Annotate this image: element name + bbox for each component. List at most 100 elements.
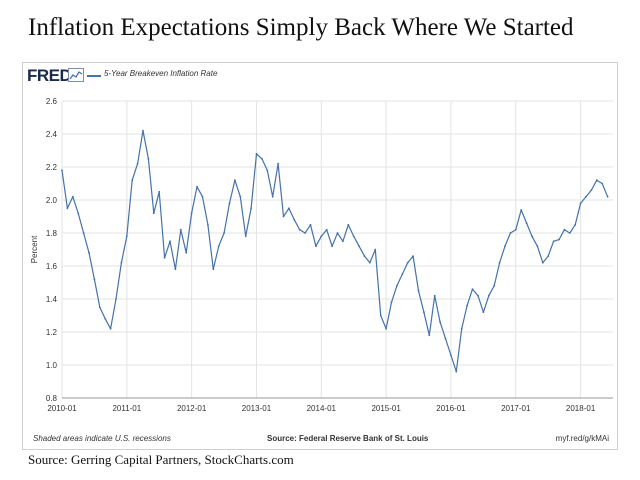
data-point	[568, 232, 571, 234]
y-tick-label: 2.6	[46, 97, 58, 106]
data-point	[77, 212, 80, 215]
data-point	[498, 261, 501, 264]
data-point	[234, 179, 236, 182]
data-point	[115, 298, 117, 300]
data-point	[320, 235, 323, 238]
data-point	[179, 228, 182, 231]
data-point	[82, 232, 85, 234]
data-point	[558, 238, 560, 241]
data-point	[606, 195, 609, 198]
data-point	[277, 162, 279, 165]
data-point	[487, 294, 490, 297]
data-point	[244, 235, 247, 238]
x-tick-label: 2014-01	[307, 404, 337, 413]
x-tick-label: 2017-01	[501, 404, 531, 413]
data-point	[412, 255, 414, 257]
legend-swatch	[87, 75, 101, 77]
short-link[interactable]: myf.red/g/kMAi	[555, 434, 609, 443]
data-point	[406, 261, 409, 264]
data-point	[563, 228, 566, 231]
x-tick-label: 2018-01	[566, 404, 596, 413]
data-point	[228, 202, 231, 205]
y-tick-label: 1.4	[46, 295, 58, 304]
fred-source: Source: Federal Reserve Bank of St. Loui…	[267, 434, 429, 443]
data-point	[352, 235, 355, 238]
data-point	[601, 182, 604, 185]
data-point	[109, 327, 112, 330]
data-point	[142, 129, 144, 132]
data-point	[444, 337, 447, 340]
data-point	[390, 301, 393, 304]
data-point	[66, 207, 69, 210]
data-point	[595, 179, 598, 182]
data-point	[223, 232, 226, 234]
data-point	[325, 228, 328, 231]
data-point	[131, 179, 134, 182]
data-point	[190, 212, 193, 215]
y-tick-label: 1.6	[46, 262, 58, 271]
data-point	[509, 232, 512, 234]
data-point	[342, 240, 344, 243]
data-point	[401, 273, 404, 276]
x-tick-label: 2012-01	[177, 404, 207, 413]
data-point	[396, 284, 398, 287]
data-point	[212, 268, 215, 271]
y-tick-label: 2.4	[46, 130, 58, 139]
data-point	[514, 228, 517, 231]
plot-area: 0.8 1.0 1.2 1.4 1.6 1.8 2.0 2.2 2.4 2.6 2010-01 201…	[30, 97, 613, 413]
data-point	[169, 240, 171, 243]
data-point	[152, 212, 155, 215]
y-tick-label: 2.2	[46, 163, 58, 172]
data-point	[158, 190, 161, 193]
data-point	[477, 294, 479, 297]
source-caption: Source: Gerring Capital Partners, StockC…	[28, 452, 294, 467]
data-point	[579, 202, 582, 205]
data-point	[125, 235, 128, 238]
x-tick-label: 2013-01	[242, 404, 272, 413]
data-point	[250, 207, 253, 210]
data-point	[590, 189, 593, 191]
data-point	[331, 245, 333, 248]
data-point	[93, 278, 96, 281]
y-tick-label: 2.0	[46, 196, 58, 205]
data-point	[455, 370, 458, 373]
data-point	[547, 255, 550, 257]
data-point	[288, 207, 290, 210]
data-point	[293, 218, 296, 221]
data-point	[531, 235, 533, 238]
data-point	[385, 327, 387, 330]
data-point	[520, 209, 523, 211]
data-point	[163, 256, 166, 259]
x-tick-label: 2015-01	[371, 404, 401, 413]
x-tick-label: 2011-01	[112, 404, 141, 413]
data-point	[450, 354, 452, 356]
data-point	[379, 314, 382, 317]
y-tick-label: 1.8	[46, 229, 58, 238]
data-point	[552, 240, 555, 243]
data-point	[207, 223, 209, 226]
data-point	[239, 195, 242, 198]
data-point	[525, 222, 528, 225]
y-tick-label: 1.0	[46, 361, 58, 370]
data-point	[369, 261, 371, 264]
data-point	[201, 195, 204, 198]
slide-title: Inflation Expectations Simply Back Where…	[28, 14, 574, 41]
data-point	[120, 261, 123, 264]
data-point	[298, 228, 301, 231]
x-tick-label: 2016-01	[436, 404, 466, 413]
data-point	[309, 223, 312, 226]
data-point	[585, 195, 587, 198]
data-point	[174, 268, 177, 271]
fred-logo: FRED	[27, 66, 72, 85]
data-point	[433, 294, 436, 297]
data-point	[266, 169, 269, 172]
recession-note: Shaded areas indicate U.S. recessions	[33, 434, 171, 443]
data-point	[460, 327, 463, 330]
data-point	[536, 245, 539, 248]
data-point	[363, 255, 366, 257]
data-point	[374, 248, 377, 251]
data-point	[541, 261, 544, 264]
data-point	[471, 288, 474, 290]
data-point	[439, 321, 441, 323]
data-point	[271, 195, 274, 198]
